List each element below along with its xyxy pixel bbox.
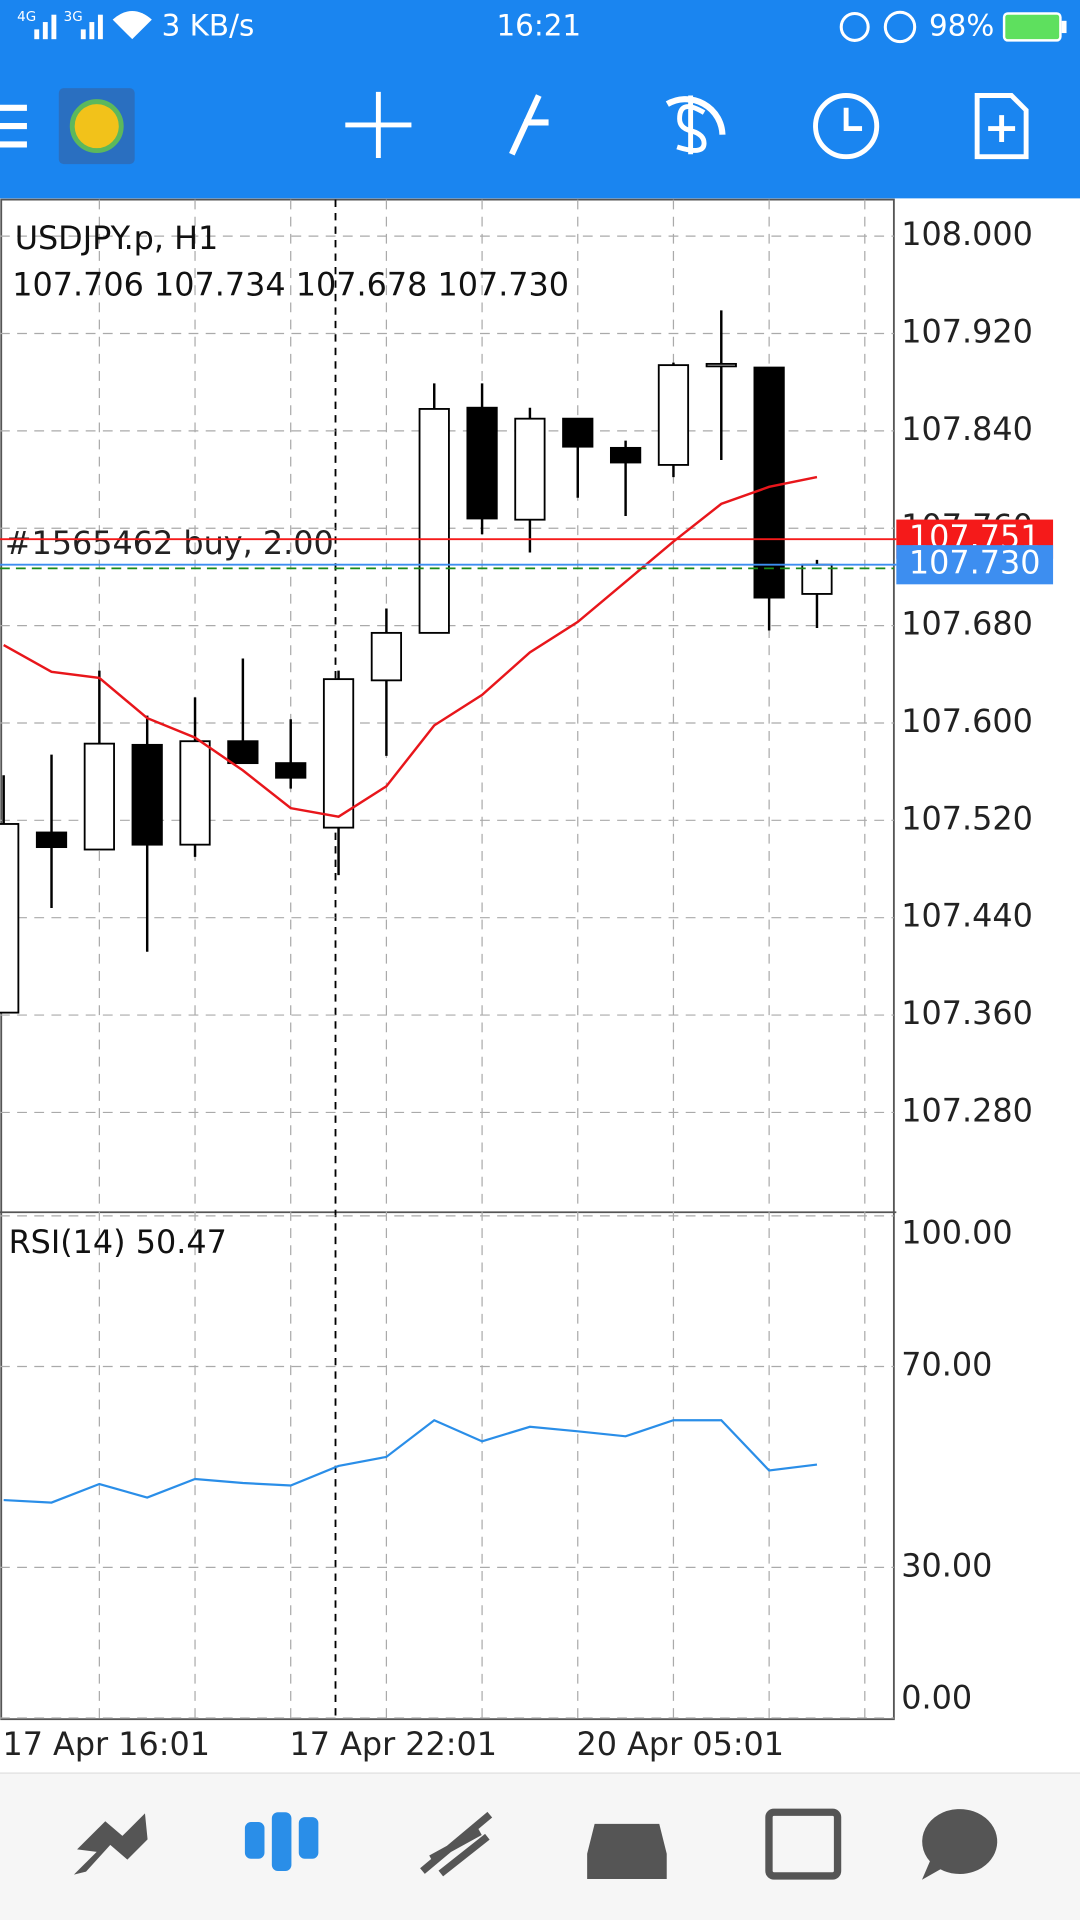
y-tick-label: 100.00 <box>901 1213 1012 1251</box>
net-speed: 3 KB/s <box>162 8 255 42</box>
candle-body <box>466 406 498 520</box>
y-tick-label: 107.840 <box>901 410 1033 448</box>
nav-chart[interactable] <box>244 1812 319 1872</box>
bottom-nav <box>0 1773 1080 1920</box>
y-tick-label: 107.600 <box>901 702 1033 740</box>
candle-body <box>322 678 355 829</box>
y-tick-label: 107.440 <box>901 897 1033 935</box>
period-button[interactable] <box>813 93 880 160</box>
network-2: 3G <box>64 10 83 25</box>
candle-body <box>370 631 403 682</box>
status-icons <box>839 10 1067 44</box>
candle-body <box>227 740 259 765</box>
nav-trade[interactable] <box>420 1811 493 1877</box>
menu-button[interactable] <box>0 104 27 148</box>
y-tick-label: 108.000 <box>901 215 1033 253</box>
indicator-button[interactable] <box>509 94 549 156</box>
candle-body <box>35 831 68 849</box>
nav-news[interactable] <box>765 1808 842 1880</box>
price-tag <box>896 545 1054 585</box>
y-tick-label: 70.00 <box>901 1346 992 1384</box>
nav-history[interactable] <box>587 1823 667 1879</box>
nav-chat[interactable] <box>921 1809 998 1880</box>
signal-icons <box>34 11 152 40</box>
moving-average <box>3 475 818 818</box>
network-1: 4G <box>17 10 36 25</box>
y-tick-label: 107.520 <box>901 799 1033 837</box>
candle-body <box>562 417 594 448</box>
x-tick-label: 17 Apr 16:01 <box>2 1725 210 1763</box>
candle-body <box>275 762 307 779</box>
indicator-title: RSI(14) 50.47 <box>9 1223 227 1261</box>
y-tick-label: 107.680 <box>901 605 1033 643</box>
rsi-line <box>3 1418 818 1504</box>
candle-body <box>83 742 115 851</box>
candle-body <box>609 446 642 464</box>
candle-body <box>179 740 211 846</box>
y-tick-label: 0.00 <box>901 1679 972 1717</box>
battery-level: 98% <box>929 8 994 42</box>
new-chart-button[interactable] <box>974 93 1029 160</box>
y-tick-label: 107.920 <box>901 312 1033 350</box>
y-tick-label: 107.280 <box>901 1091 1033 1129</box>
trade-button[interactable] <box>665 95 726 155</box>
candle-body <box>418 408 450 634</box>
clock: 16:21 <box>496 8 581 42</box>
candle-body <box>657 364 690 466</box>
candle-body <box>705 362 737 368</box>
x-tick-label: 20 Apr 05:01 <box>577 1725 785 1763</box>
x-tick-label: 17 Apr 22:01 <box>289 1725 497 1763</box>
toolbar <box>0 88 1029 165</box>
ohlc-readout: 107.706 107.734 107.678 107.730 <box>12 266 569 304</box>
y-tick-label: 107.360 <box>901 994 1033 1032</box>
chart-title: USDJPY.p, H1 <box>15 219 219 257</box>
candle-body <box>753 366 785 599</box>
nav-icons <box>73 1808 998 1880</box>
price-tag-label: 107.730 <box>909 544 1041 582</box>
candle-body <box>0 823 20 1014</box>
order-label: #1565462 buy, 2.00 <box>5 524 334 562</box>
crosshair-button[interactable] <box>345 91 412 158</box>
y-tick-label: 30.00 <box>901 1546 992 1584</box>
nav-quotes[interactable] <box>73 1813 148 1875</box>
candle-body <box>131 743 163 846</box>
candle-body <box>514 417 546 521</box>
